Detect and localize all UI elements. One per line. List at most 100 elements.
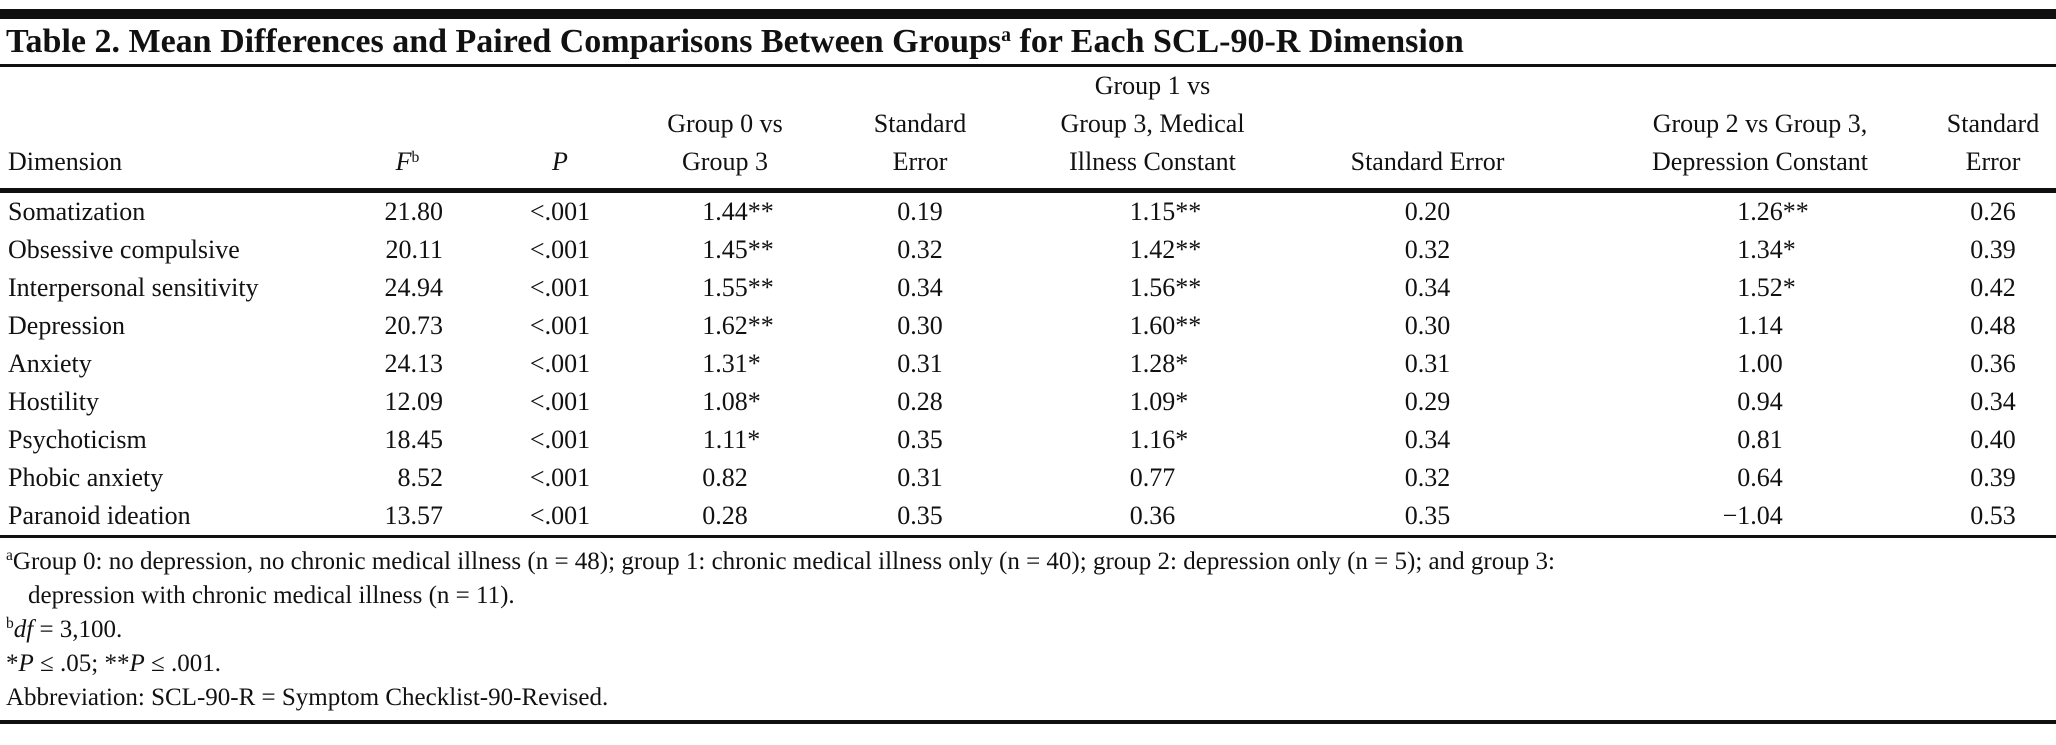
footnote-b-marker: b [6, 615, 14, 633]
significance-stars: ** [1175, 273, 1202, 302]
group2-vs-group3-cell: 0.64 [1590, 459, 1930, 497]
group1-vs-group3-cell: 1.28 * [1040, 345, 1265, 383]
table-row: Somatization 21.80 <.001 1.44 ** 0.19 1.15 ** 0.… [0, 191, 2056, 232]
mean-difference-value: 0.81 [1737, 421, 1783, 459]
col-header-standard-error-1: Standard Error [800, 67, 1040, 193]
footnote-a-marker: a [6, 547, 13, 565]
double-star: ** [104, 650, 130, 677]
standard-error-cell: 0.35 [1404, 501, 1451, 530]
f-value-cell: 18.45 [384, 425, 444, 454]
group0-vs-group3-cell: 1.62 ** [650, 307, 800, 345]
standard-error-cell: 0.19 [897, 197, 943, 226]
significance-stars: ** [747, 273, 774, 302]
p-value-cell: <.001 [529, 273, 591, 302]
group0-vs-group3-cell: 1.31 * [650, 345, 800, 383]
group1-vs-group3-cell: 0.77 [1040, 459, 1265, 497]
group0-vs-group3-cell: 1.08 * [650, 383, 800, 421]
group1-vs-group3-cell: 1.60 ** [1040, 307, 1265, 345]
number: 1.09 [1129, 387, 1176, 416]
p-symbol: P [18, 650, 34, 677]
table-header: Dimension Fb P Group 0 vs Group 3 Standa… [0, 67, 2056, 193]
significance-stars: * [1175, 425, 1189, 454]
dimension-cell: Somatization [8, 197, 146, 226]
group1-vs-group3-cell: 1.16 * [1040, 421, 1265, 459]
significance-stars: ** [1782, 197, 1809, 226]
footnote-df: bdf = 3,100. [6, 613, 2050, 647]
table-title-text: Table 2. Mean Differences and Paired Com… [6, 23, 1002, 60]
number: 1.56 [1129, 273, 1176, 302]
standard-error-cell: 0.31 [897, 349, 943, 378]
col-header-group2-vs-group3: Group 2 vs Group 3, Depression Constant [1590, 67, 1930, 193]
number: 1.04 [1737, 501, 1783, 530]
group2-vs-group3-cell: −1.04 [1590, 497, 1930, 537]
group2-vs-group3-cell: 0.81 [1590, 421, 1930, 459]
col-header-f-statistic: Fb [345, 67, 470, 193]
number: 1.28 [1129, 349, 1176, 378]
f-value-cell: 24.94 [384, 273, 444, 302]
standard-error-cell: 0.30 [1404, 311, 1451, 340]
mean-difference-value: 1.55 ** [702, 269, 774, 307]
top-rule [0, 9, 2056, 19]
mean-difference-value: 0.64 [1737, 459, 1783, 497]
single-star: * [6, 650, 19, 677]
mean-difference-value: 0.36 [1130, 497, 1176, 535]
number: 1.00 [1737, 349, 1783, 378]
mean-difference-value: 0.28 [702, 497, 748, 535]
table-title: Table 2. Mean Differences and Paired Com… [0, 19, 2056, 67]
mean-difference-value: 1.26 ** [1737, 193, 1809, 231]
p-value-cell: <.001 [529, 349, 591, 378]
number: 0.82 [702, 463, 748, 492]
number: 1.42 [1129, 235, 1176, 264]
group2-vs-group3-cell: 1.26 ** [1590, 191, 1930, 232]
table-row: Interpersonal sensitivity 24.94 <.001 1.55 *… [0, 269, 2056, 307]
group2-vs-group3-cell: 1.14 [1590, 307, 1930, 345]
p-value-cell: <.001 [529, 387, 591, 416]
p-value-cell: <.001 [529, 197, 591, 226]
standard-error-cell: 0.28 [897, 387, 943, 416]
table-row: Phobic anxiety 8.52 <.001 0.82 0.31 0.77 0.32 0… [0, 459, 2056, 497]
mean-difference-value: −1.04 [1723, 497, 1783, 535]
f-value-cell: 20.11 [385, 235, 443, 264]
table-row: Hostility 12.09 <.001 1.08 * 0.28 1.09 * 0.29 0.9… [0, 383, 2056, 421]
standard-error-cell: 0.34 [1970, 387, 2016, 416]
col-header-dimension: Dimension [0, 67, 345, 193]
bottom-rule [0, 720, 2056, 724]
standard-error-cell: 0.34 [1404, 273, 1451, 302]
f-superscript: b [411, 149, 420, 167]
f-symbol: F [395, 147, 412, 176]
p-value-cell: <.001 [529, 501, 591, 530]
group0-vs-group3-cell: 1.11 * [650, 421, 800, 459]
mean-difference-value: 1.62 ** [702, 307, 774, 345]
df-symbol: df [13, 616, 34, 643]
dimension-cell: Psychoticism [8, 425, 147, 454]
col-header-p-value: P [470, 67, 650, 193]
dimension-cell: Hostility [8, 387, 100, 416]
mean-difference-value: 1.28 * [1129, 345, 1189, 383]
standard-error-cell: 0.32 [1404, 463, 1451, 492]
mean-difference-value: 1.31 * [702, 345, 761, 383]
dimension-cell: Anxiety [8, 349, 92, 378]
f-value-cell: 20.73 [384, 311, 444, 340]
significance-stars: * [747, 387, 761, 416]
significance-stars: ** [747, 197, 774, 226]
group1-vs-group3-cell: 1.42 ** [1040, 231, 1265, 269]
dimension-cell: Depression [8, 311, 125, 340]
mean-difference-value: 1.52 * [1737, 269, 1796, 307]
standard-error-cell: 0.34 [897, 273, 943, 302]
number: 1.14 [1737, 311, 1783, 340]
number: 1.34 [1737, 235, 1783, 264]
header-row: Dimension Fb P Group 0 vs Group 3 Standa… [0, 67, 2056, 193]
table-row: Depression 20.73 <.001 1.62 ** 0.30 1.60 ** 0.30… [0, 307, 2056, 345]
group2-vs-group3-cell: 1.34 * [1590, 231, 1930, 269]
significance-stars: ** [1175, 235, 1202, 264]
mean-difference-value: 0.77 [1130, 459, 1176, 497]
group1-vs-group3-cell: 1.09 * [1040, 383, 1265, 421]
mean-difference-value: 1.00 [1737, 345, 1783, 383]
group1-vs-group3-cell: 0.36 [1040, 497, 1265, 537]
number: 0.81 [1737, 425, 1783, 454]
p-value-cell: <.001 [529, 463, 591, 492]
f-value-cell: 24.13 [384, 349, 444, 378]
significance-stars: ** [747, 311, 774, 340]
number: 1.11 [702, 425, 748, 454]
